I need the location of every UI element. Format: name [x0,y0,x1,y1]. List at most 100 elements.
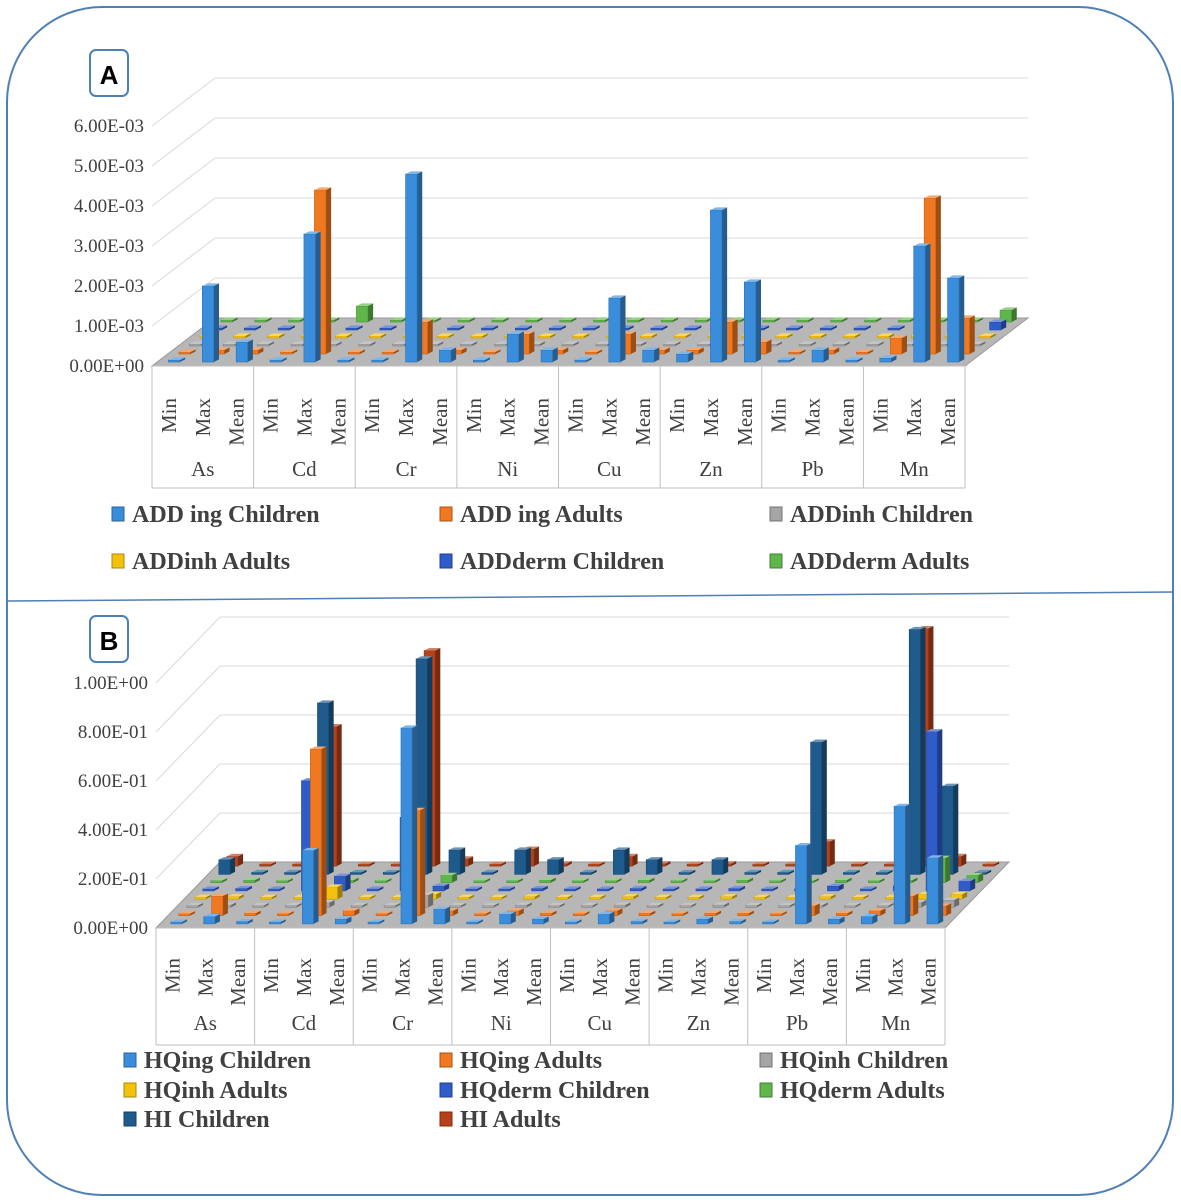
bar-side [453,908,459,916]
gridline-depth [151,117,216,167]
bar-side [345,873,351,891]
bar-side [698,861,704,867]
bar [728,885,746,892]
bar-top [227,894,244,897]
x-tick-label: Min [259,958,283,994]
bar-side [954,897,960,908]
bar-top [474,911,491,914]
bar [798,341,816,347]
bar [350,902,368,908]
bar [547,857,564,875]
x-tick-label: Min [157,398,181,434]
bar-side [766,339,772,354]
bar-side [842,317,848,322]
bar-top [348,349,366,352]
bar [736,877,754,883]
bar [433,906,451,925]
bar [303,231,321,363]
bar-front [525,319,538,323]
bar [277,911,294,916]
bar-top [585,349,603,352]
bar-top [647,902,664,906]
legend-label: HQderm Children [460,1078,650,1104]
bar-side [978,872,984,883]
bar [227,894,244,900]
x-group-label: Pb [786,1011,808,1035]
bar-front [671,913,684,916]
panel-a-bars [168,171,1017,363]
bar-top [515,902,532,905]
bar-side [630,331,637,354]
bar-top [695,886,713,889]
bar-top [663,886,680,889]
bar-side [566,861,572,867]
bar-side [427,656,433,875]
bar-side [517,878,523,883]
bar-front [540,912,552,916]
bar-front [218,859,231,875]
bar-top [507,331,524,334]
x-tick-label: Mean [423,958,447,1006]
bar-front [268,888,281,892]
bar-side [198,902,204,908]
bar-side [469,894,475,900]
bar-top [744,869,762,873]
bar-side [526,902,532,908]
x-tick-label: Max [884,958,908,997]
bar-side [823,347,829,362]
bar-side [980,341,986,346]
bar-top [572,878,589,881]
bar-top [268,886,285,889]
bar-side [255,325,262,330]
bar-front [335,335,348,339]
x-tick-label: Max [292,398,316,437]
bar-front [720,896,733,900]
bar-side [871,886,877,891]
bar-side [755,279,762,362]
bar-top [924,195,941,198]
x-tick-label: Max [292,958,316,997]
bar [473,357,491,363]
bar-side [698,347,704,354]
bar-side [370,341,376,346]
bar [684,325,702,331]
bar-front [170,921,183,925]
bar [367,919,385,925]
bar [876,902,894,908]
bar [483,349,501,355]
bar-side [493,869,499,875]
bar-top [614,902,631,905]
bar [585,349,603,355]
x-tick-label: Min [767,398,791,434]
bar [770,911,787,916]
gridline-depth [151,237,216,287]
bar-top [482,902,499,906]
bar-side [716,910,722,916]
bar [950,891,968,900]
bar [335,333,353,339]
bar-front [514,849,527,875]
bar-side [558,857,564,875]
bar-front [778,905,791,908]
bar-front [662,888,675,892]
bar [490,894,507,900]
bar [244,325,262,331]
bar-top [565,919,582,922]
bar-front [661,319,674,323]
bar-side [879,878,885,883]
panel-a-chart: A 0.00E+00 1.00E-03 2.00E-03 3.00E-03 4.00E-… [69,49,1030,575]
bar-top [581,902,598,906]
bar [280,349,298,355]
bar [670,878,688,883]
bar [573,911,590,916]
bar-top [491,317,509,320]
panel-b-y-axis: 0.00E+00 2.00E-01 4.00E-01 6.00E-01 8.00E-01… [73,673,148,939]
x-tick-label: Min [752,958,776,994]
bar-front [285,905,297,908]
bar-side [822,902,828,908]
x-tick-label: Max [496,398,520,437]
bar-side [774,317,780,322]
bar-front [326,886,338,900]
bar-side [888,902,894,908]
bar-side [946,903,952,916]
